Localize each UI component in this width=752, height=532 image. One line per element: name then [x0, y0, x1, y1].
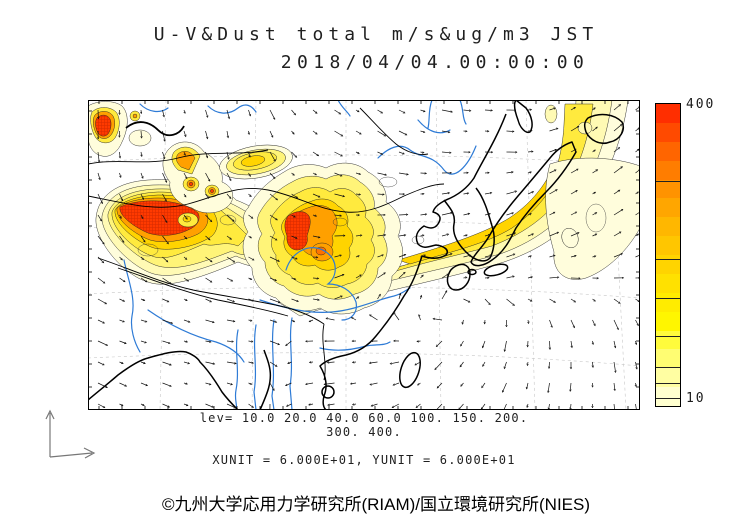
colorbar-level-line — [656, 258, 680, 260]
tick-marks — [88, 100, 640, 410]
map-panel — [88, 100, 640, 410]
colorbar-segment — [656, 292, 680, 312]
colorbar-segment — [656, 198, 680, 218]
colorbar-segment — [656, 236, 680, 255]
units-caption: XUNIT = 6.000E+01, YUNIT = 6.000E+01 — [212, 453, 516, 467]
colorbar-segment — [656, 311, 680, 331]
colorbar-min-label: 10 — [686, 391, 706, 406]
map-svg — [88, 100, 640, 410]
colorbar-level-line — [656, 398, 680, 400]
colorbar-segment — [656, 179, 680, 199]
colorbar-segment — [656, 330, 680, 350]
colorbar-segment — [656, 273, 680, 293]
chart-datetime: 2018/04/04.00:00:00 — [280, 52, 590, 73]
contour-levels-caption-line1: lev= 10.0 20.0 40.0 60.0 100. 150. 200. — [199, 411, 529, 425]
colorbar-level-line — [656, 336, 680, 338]
axes-orientation-icon — [45, 409, 96, 459]
colorbar-segment — [656, 104, 680, 123]
chart-title: U-V&Dust total m/s&ug/m3 JST — [153, 24, 599, 45]
dust-contours-layer — [88, 100, 640, 317]
colorbar-segment — [656, 255, 680, 274]
colorbar-segment — [656, 122, 680, 142]
colorbar-level-line — [656, 367, 680, 369]
colorbar-max-label: 400 — [686, 97, 716, 112]
colorbar-segment — [656, 160, 680, 180]
contour-levels-caption-line2: 300. 400. — [326, 425, 402, 439]
wind-vectors-layer — [98, 105, 640, 410]
colorbar-level-line — [656, 382, 680, 384]
colorbar-level-line — [656, 181, 680, 183]
colorbar-segment — [656, 217, 680, 237]
copyright-text: ©九州大学応用力学研究所(RIAM)/国立環境研究所(NIES) — [161, 495, 591, 514]
colorbar-segment — [656, 349, 680, 369]
borders-layer — [88, 107, 445, 381]
colorbar-level-line — [656, 297, 680, 299]
colorbar-segment — [656, 368, 680, 388]
map-frame-border — [88, 100, 640, 410]
colorbar — [655, 103, 681, 407]
colorbar-segment — [656, 387, 680, 406]
colorbar-segment — [656, 141, 680, 161]
coastlines-layer — [88, 100, 624, 410]
